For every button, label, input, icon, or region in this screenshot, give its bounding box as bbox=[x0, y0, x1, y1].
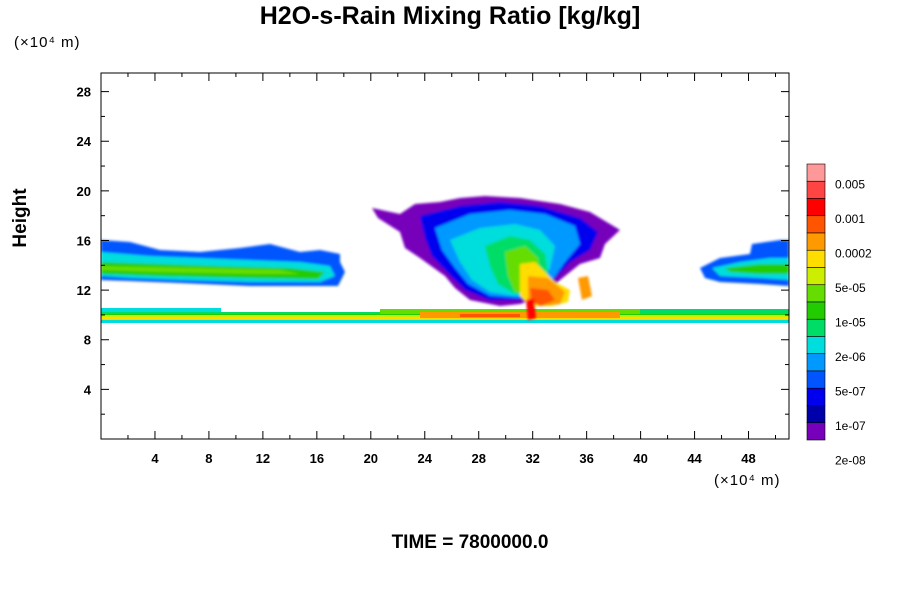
x-tick-label: 40 bbox=[633, 451, 647, 466]
chart-title: H2O-s-Rain Mixing Ratio [kg/kg] bbox=[259, 2, 641, 30]
colorbar-swatch bbox=[806, 318, 826, 337]
colorbar-label: 5e-05 bbox=[835, 281, 866, 295]
y-unit-label: (×10⁴ m) bbox=[14, 34, 81, 51]
colorbar-label: 5e-07 bbox=[835, 385, 866, 399]
colorbar-swatch bbox=[806, 422, 826, 441]
colorbar-swatch bbox=[806, 336, 826, 355]
colorbar-label: 1e-07 bbox=[835, 419, 866, 433]
colorbar-label: 1e-05 bbox=[835, 316, 866, 330]
right-anvil bbox=[700, 240, 789, 286]
x-tick-label: 4 bbox=[151, 451, 159, 466]
y-tick-label: 16 bbox=[77, 233, 91, 248]
x-tick-label: 36 bbox=[579, 451, 593, 466]
x-tick-label: 12 bbox=[256, 451, 270, 466]
plot-frame bbox=[100, 72, 790, 440]
x-tick-label: 8 bbox=[205, 451, 212, 466]
colorbar-swatch bbox=[806, 163, 826, 182]
y-tick-label: 28 bbox=[77, 85, 91, 100]
x-tick-label: 32 bbox=[525, 451, 539, 466]
y-tick-label: 12 bbox=[77, 283, 91, 298]
colorbar-swatch bbox=[806, 353, 826, 372]
contour-fields bbox=[101, 196, 789, 323]
colorbar-swatch bbox=[806, 180, 826, 199]
colorbar-label: 0.001 bbox=[835, 212, 865, 226]
colorbar-swatch bbox=[806, 267, 826, 286]
colorbar-swatch bbox=[806, 232, 826, 251]
colorbar-label: 0.005 bbox=[835, 178, 865, 192]
x-axis: 4 8 12 16 20 24 28 32 36 40 44 48 bbox=[127, 73, 777, 466]
colorbar-label: 0.0002 bbox=[835, 247, 872, 261]
colorbar-label: 2e-06 bbox=[835, 350, 866, 364]
left-anvil bbox=[101, 240, 345, 286]
y-axis: 4 8 12 16 20 24 28 bbox=[77, 85, 789, 415]
tropopause-layer bbox=[101, 308, 789, 323]
central-storm bbox=[372, 196, 620, 320]
colorbar-swatch bbox=[806, 198, 826, 217]
colorbar-swatch bbox=[806, 370, 826, 389]
colorbar-swatch bbox=[806, 301, 826, 320]
x-tick-label: 16 bbox=[310, 451, 324, 466]
y-tick-label: 4 bbox=[84, 382, 92, 397]
colorbar-swatch bbox=[806, 215, 826, 234]
y-tick-label: 20 bbox=[77, 184, 91, 199]
colorbar: 0.005 0.001 0.0002 5e-05 1e-05 2e-06 5e-07 1e-0… bbox=[806, 163, 872, 468]
x-tick-label: 28 bbox=[471, 451, 485, 466]
colorbar-swatch bbox=[806, 249, 826, 268]
y-tick-label: 24 bbox=[77, 134, 92, 149]
x-tick-label: 20 bbox=[364, 451, 378, 466]
x-unit-label: (×10⁴ m) bbox=[714, 472, 781, 489]
time-label: TIME = 7800000.0 bbox=[391, 532, 549, 553]
x-tick-label: 44 bbox=[687, 451, 702, 466]
x-tick-label: 48 bbox=[741, 451, 755, 466]
x-tick-label: 24 bbox=[418, 451, 433, 466]
colorbar-label: 2e-08 bbox=[835, 454, 866, 468]
colorbar-swatch bbox=[806, 284, 826, 303]
colorbar-swatch bbox=[806, 405, 826, 424]
colorbar-swatch bbox=[806, 387, 826, 406]
y-tick-label: 8 bbox=[84, 333, 91, 348]
